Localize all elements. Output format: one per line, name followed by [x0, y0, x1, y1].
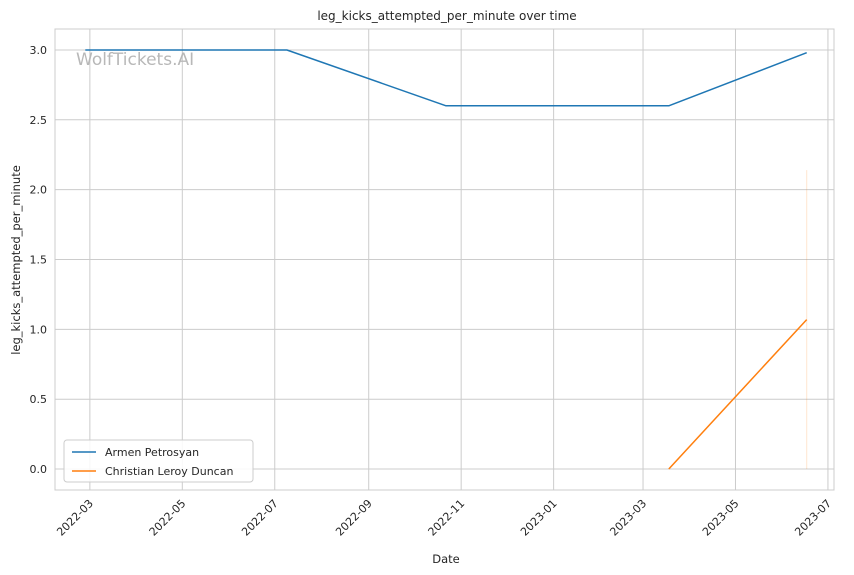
x-axis: 2022-03 2022-05 2022-07 2022-09 2022-11 2023-… [54, 497, 834, 539]
y-tick-label: 1.0 [30, 323, 48, 336]
series-line-christian-leroy-duncan [668, 319, 808, 470]
x-tick-label: 2023-05 [700, 497, 742, 539]
y-tick-label: 1.5 [30, 254, 48, 267]
y-tick-label: 0.0 [30, 463, 48, 476]
y-tick-label: 3.0 [30, 44, 48, 57]
x-tick-label: 2023-01 [518, 497, 560, 539]
y-tick-label: 2.5 [30, 114, 48, 127]
y-tick-label: 0.5 [30, 393, 48, 406]
x-tick-label: 2022-07 [239, 497, 281, 539]
x-tick-label: 2022-11 [426, 497, 468, 539]
legend-label-christian-leroy-duncan: Christian Leroy Duncan [105, 465, 233, 478]
x-tick-label: 2023-03 [607, 497, 649, 539]
x-axis-label: Date [432, 552, 460, 566]
series-line-armen-petrosyan [85, 49, 807, 107]
series-lines [85, 49, 808, 470]
y-tick-label: 2.0 [30, 184, 48, 197]
legend-label-armen-petrosyan: Armen Petrosyan [105, 446, 199, 459]
legend: Armen Petrosyan Christian Leroy Duncan [63, 439, 254, 483]
chart-title: leg_kicks_attempted_per_minute over time [317, 9, 576, 23]
y-axis: 0.0 0.5 1.0 1.5 2.0 2.5 3.0 [30, 44, 48, 476]
x-tick-label: 2022-09 [333, 497, 375, 539]
legend-box [63, 439, 254, 483]
x-tick-label: 2022-05 [147, 497, 189, 539]
x-tick-label: 2023-07 [792, 497, 834, 539]
y-axis-label: leg_kicks_attempted_per_minute [9, 165, 23, 355]
x-tick-label: 2022-03 [54, 497, 96, 539]
watermark: WolfTickets.AI [76, 50, 194, 70]
